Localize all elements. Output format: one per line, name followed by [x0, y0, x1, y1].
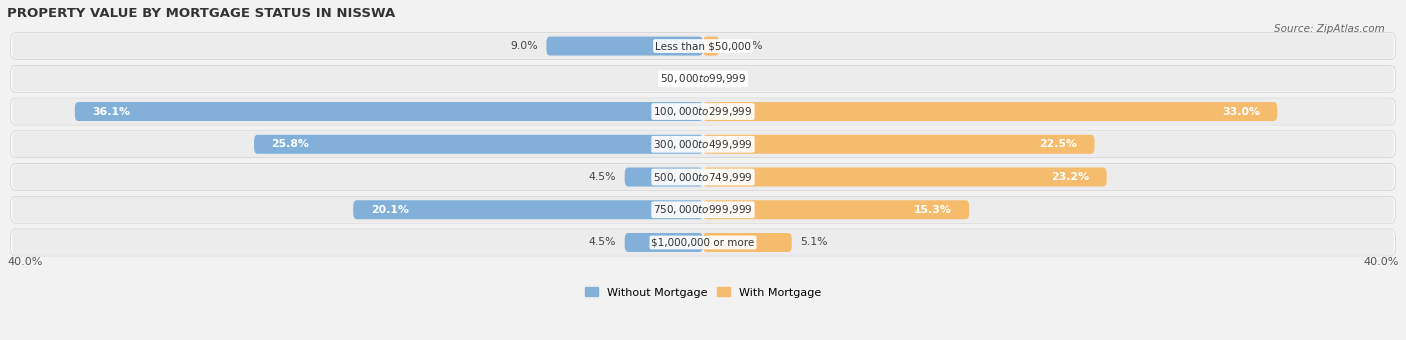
- Text: 40.0%: 40.0%: [7, 257, 42, 267]
- Text: $100,000 to $299,999: $100,000 to $299,999: [654, 105, 752, 118]
- Text: 25.8%: 25.8%: [271, 139, 309, 149]
- Text: Source: ZipAtlas.com: Source: ZipAtlas.com: [1274, 24, 1385, 34]
- FancyBboxPatch shape: [703, 102, 1277, 121]
- Text: $300,000 to $499,999: $300,000 to $499,999: [654, 138, 752, 151]
- Text: 4.5%: 4.5%: [589, 237, 616, 248]
- Text: $1,000,000 or more: $1,000,000 or more: [651, 237, 755, 248]
- FancyBboxPatch shape: [10, 33, 1396, 60]
- Text: 4.5%: 4.5%: [589, 172, 616, 182]
- FancyBboxPatch shape: [13, 230, 1393, 255]
- Text: 0.93%: 0.93%: [728, 41, 762, 51]
- Legend: Without Mortgage, With Mortgage: Without Mortgage, With Mortgage: [581, 283, 825, 302]
- Text: $50,000 to $99,999: $50,000 to $99,999: [659, 72, 747, 85]
- FancyBboxPatch shape: [75, 102, 703, 121]
- Text: 22.5%: 22.5%: [1039, 139, 1077, 149]
- FancyBboxPatch shape: [10, 164, 1396, 190]
- FancyBboxPatch shape: [10, 196, 1396, 223]
- FancyBboxPatch shape: [703, 135, 1094, 154]
- Text: 9.0%: 9.0%: [510, 41, 537, 51]
- FancyBboxPatch shape: [703, 168, 1107, 187]
- Text: 15.3%: 15.3%: [914, 205, 952, 215]
- FancyBboxPatch shape: [13, 197, 1393, 222]
- FancyBboxPatch shape: [10, 98, 1396, 125]
- Text: 5.1%: 5.1%: [800, 237, 828, 248]
- FancyBboxPatch shape: [624, 168, 703, 187]
- FancyBboxPatch shape: [547, 37, 703, 55]
- FancyBboxPatch shape: [703, 233, 792, 252]
- FancyBboxPatch shape: [703, 37, 720, 55]
- Text: $500,000 to $749,999: $500,000 to $749,999: [654, 170, 752, 184]
- FancyBboxPatch shape: [13, 66, 1393, 91]
- Text: 23.2%: 23.2%: [1052, 172, 1090, 182]
- FancyBboxPatch shape: [13, 33, 1393, 59]
- Text: PROPERTY VALUE BY MORTGAGE STATUS IN NISSWA: PROPERTY VALUE BY MORTGAGE STATUS IN NIS…: [7, 7, 395, 20]
- Text: 40.0%: 40.0%: [1364, 257, 1399, 267]
- FancyBboxPatch shape: [254, 135, 703, 154]
- FancyBboxPatch shape: [10, 65, 1396, 92]
- Text: Less than $50,000: Less than $50,000: [655, 41, 751, 51]
- FancyBboxPatch shape: [353, 200, 703, 219]
- Text: 33.0%: 33.0%: [1222, 106, 1260, 117]
- Text: $750,000 to $999,999: $750,000 to $999,999: [654, 203, 752, 216]
- FancyBboxPatch shape: [13, 164, 1393, 190]
- FancyBboxPatch shape: [13, 99, 1393, 124]
- FancyBboxPatch shape: [10, 131, 1396, 158]
- FancyBboxPatch shape: [624, 233, 703, 252]
- FancyBboxPatch shape: [13, 132, 1393, 157]
- Text: 20.1%: 20.1%: [371, 205, 409, 215]
- FancyBboxPatch shape: [703, 200, 969, 219]
- Text: 36.1%: 36.1%: [93, 106, 131, 117]
- FancyBboxPatch shape: [10, 229, 1396, 256]
